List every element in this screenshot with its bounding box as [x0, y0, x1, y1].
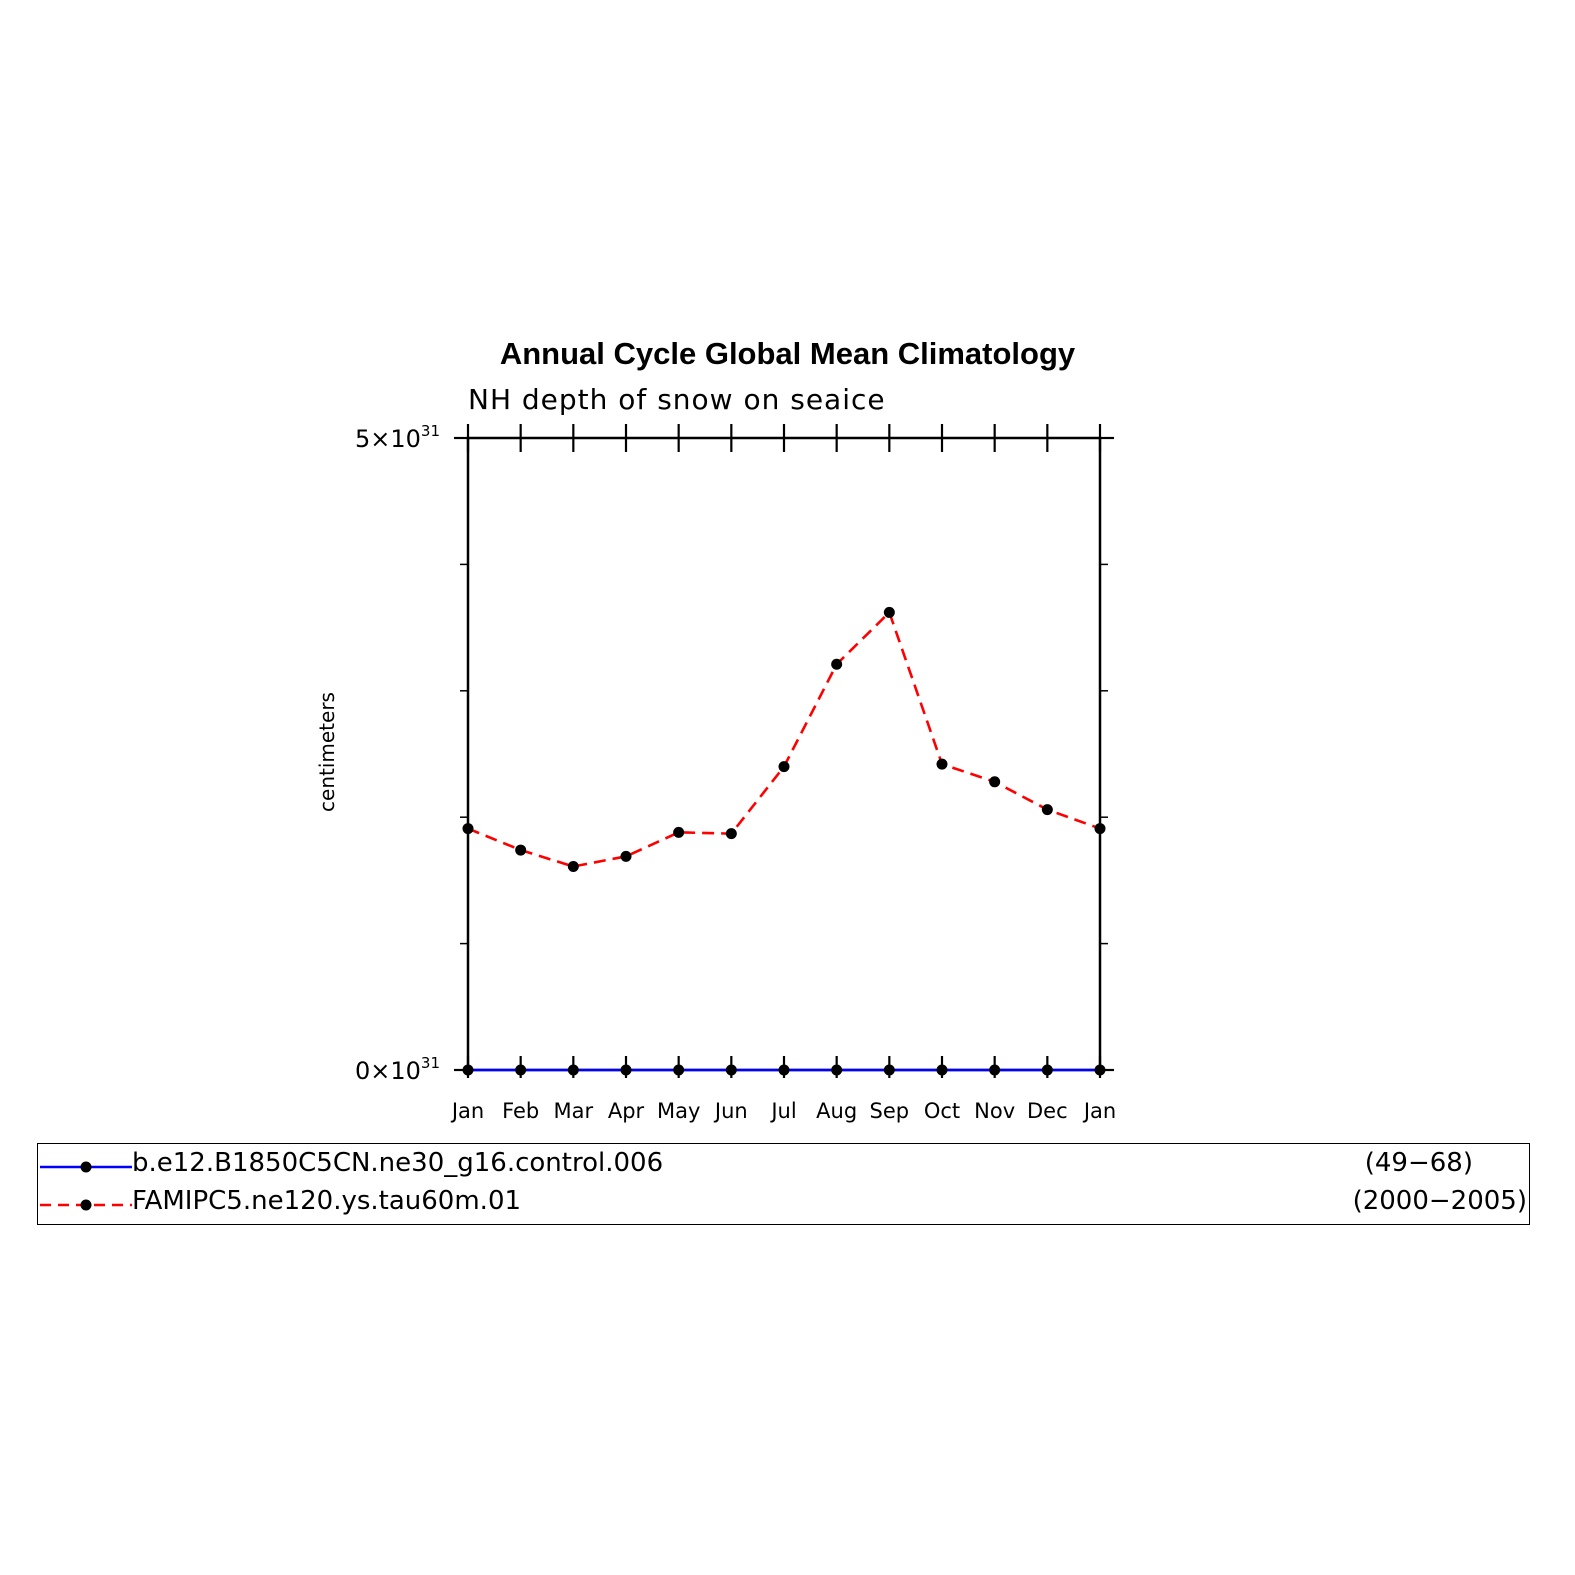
x-tick-label: May [657, 1099, 700, 1123]
data-point-series-1 [883, 606, 895, 618]
data-point-series-0 [462, 1064, 474, 1076]
x-tick-label: Nov [974, 1099, 1015, 1123]
x-tick-label: Apr [608, 1099, 645, 1123]
data-point-series-0 [936, 1064, 948, 1076]
chart-subtitle: NH depth of snow on seaice [468, 383, 886, 416]
data-point-series-1 [567, 860, 579, 872]
data-point-series-1 [1094, 823, 1106, 835]
series-line-1 [467, 610, 1101, 868]
data-point-series-0 [883, 1064, 895, 1076]
data-point-series-0 [620, 1064, 632, 1076]
data-point-series-1 [620, 850, 632, 862]
data-point-series-0 [831, 1064, 843, 1076]
data-point-series-1 [462, 823, 474, 835]
x-tick-label: Oct [924, 1099, 960, 1123]
data-point-series-1 [831, 658, 843, 670]
data-point-series-0 [725, 1064, 737, 1076]
x-tick-label: Feb [502, 1099, 539, 1123]
data-point-series-1 [1041, 804, 1053, 816]
x-tick-label: Mar [554, 1099, 594, 1123]
data-point-series-0 [989, 1064, 1001, 1076]
legend-series-name: FAMIPC5.ne120.ys.tau60m.01 [132, 1186, 522, 1216]
x-tick-label: Jan [450, 1099, 484, 1123]
data-point-series-0 [1041, 1064, 1053, 1076]
data-point-series-1 [725, 828, 737, 840]
data-point-series-0 [1094, 1064, 1106, 1076]
data-point-series-0 [673, 1064, 685, 1076]
y-tick-label: 5×1031 [355, 422, 440, 453]
y-tick-label: 0×1031 [355, 1054, 440, 1085]
data-point-series-0 [567, 1064, 579, 1076]
legend-series-name: b.e12.B1850C5CN.ne30_g16.control.006 [132, 1148, 664, 1178]
data-point-series-1 [515, 844, 527, 856]
x-tick-label: Jun [713, 1099, 748, 1123]
data-point-series-1 [936, 758, 948, 770]
legend-swatch-control [40, 1161, 132, 1173]
x-tick-label: Aug [816, 1099, 857, 1123]
x-tick-label: Sep [870, 1099, 910, 1123]
chart-title: Annual Cycle Global Mean Climatology [499, 336, 1076, 371]
x-tick-label: Dec [1027, 1099, 1068, 1123]
legend: b.e12.B1850C5CN.ne30_g16.control.006 (49… [37, 1143, 1530, 1225]
x-tick-label: Jul [769, 1099, 796, 1123]
legend-entry-control: b.e12.B1850C5CN.ne30_g16.control.006 (49… [38, 1146, 1529, 1184]
x-tick-label: Jan [1082, 1099, 1116, 1123]
legend-series-years: (2000−2005) [1352, 1186, 1527, 1216]
data-point-series-0 [778, 1064, 790, 1076]
legend-series-years: (49−68) [1364, 1148, 1473, 1178]
data-point-series-1 [778, 761, 790, 773]
data-point-series-1 [673, 826, 685, 838]
data-point-series-0 [515, 1064, 527, 1076]
plot-frame [466, 436, 1102, 1072]
data-point-series-1 [989, 776, 1001, 788]
legend-swatch-famip [40, 1199, 132, 1211]
legend-entry-famip: FAMIPC5.ne120.ys.tau60m.01 (2000−2005) [38, 1184, 1529, 1222]
